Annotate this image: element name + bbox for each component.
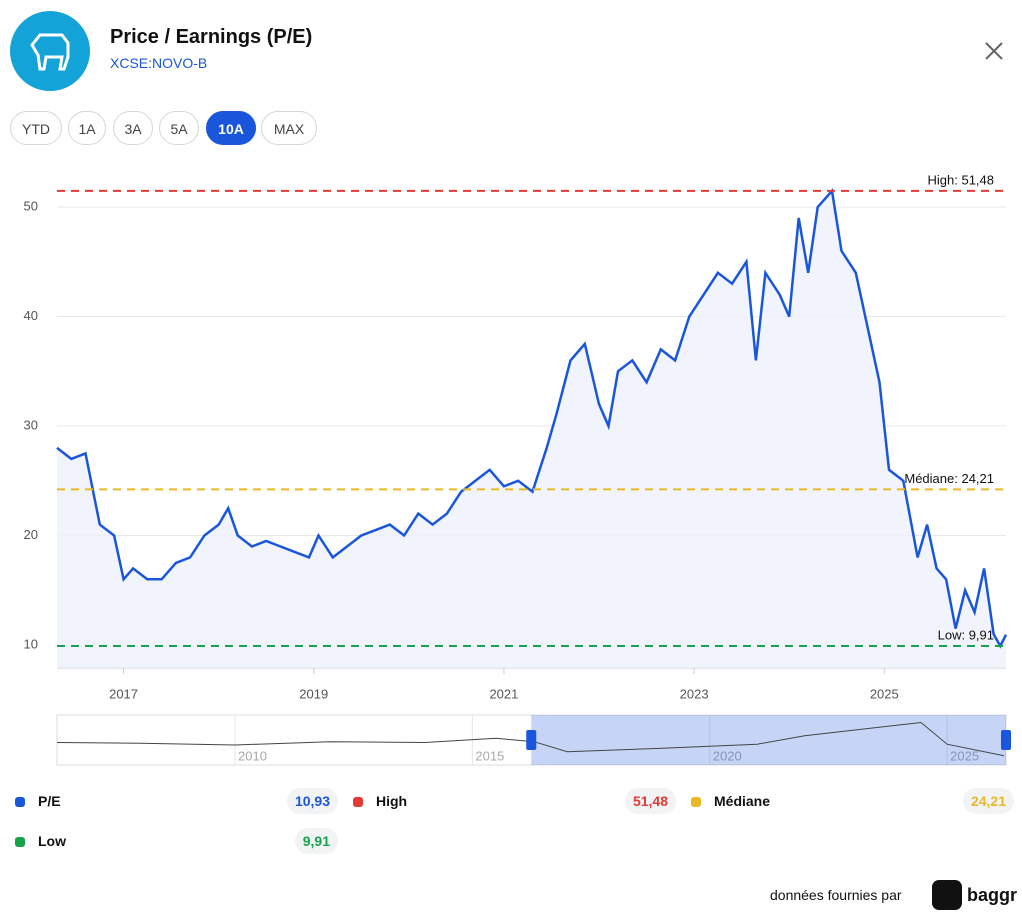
legend-swatch (15, 837, 25, 847)
legend-swatch (15, 797, 25, 807)
range-button[interactable]: 3A (113, 111, 153, 145)
legend-name: High (376, 793, 408, 809)
reference-label: Médiane: 24,21 (904, 471, 994, 486)
x-tick-label: 2025 (870, 686, 899, 701)
subtitle: XCSE:NOVO-B (110, 55, 208, 71)
title: Price / Earnings (P/E) (110, 26, 313, 48)
y-tick-label: 30 (24, 417, 38, 432)
navigator-selection (531, 715, 1006, 765)
logo (10, 11, 90, 91)
range-button[interactable]: MAX (261, 111, 317, 145)
legend-swatch (691, 797, 701, 807)
navigator-tick-label: 2025 (950, 748, 979, 763)
legend-name: P/E (38, 793, 61, 809)
navigator-line (56, 721, 1005, 757)
brand: baggr (967, 885, 1018, 905)
y-tick-label: 20 (24, 527, 38, 542)
legend-value: 9,91 (294, 828, 338, 854)
x-tick-label: 2021 (489, 686, 518, 701)
y-tick-label: 10 (24, 636, 38, 651)
navigator-handle (526, 730, 537, 750)
x-tick-label: 2023 (680, 686, 709, 701)
x-tick-label: 2019 (299, 686, 328, 701)
y-tick-label: 40 (24, 308, 38, 323)
reference-label: High: 51,48 (928, 172, 995, 187)
legend-value: 51,48 (624, 788, 676, 814)
x-tick-label: 2017 (109, 686, 138, 701)
legend-swatch (353, 797, 363, 807)
reference-label: Low: 9,91 (938, 627, 994, 642)
navigator-handle (1001, 730, 1011, 750)
navigator-tick-label: 2020 (713, 748, 742, 763)
close-button[interactable] (984, 41, 1004, 61)
legend-value: 24,21 (962, 788, 1014, 814)
y-tick-label: 50 (24, 199, 38, 214)
brand-icon (932, 880, 962, 910)
area (57, 190, 1006, 668)
navigator-tick-label: 2010 (238, 748, 267, 763)
legend-name: Médiane (714, 793, 771, 809)
range-button[interactable]: 5A (159, 111, 199, 145)
range-button[interactable]: 1A (68, 111, 106, 145)
legend-name: Low (38, 833, 66, 849)
line (56, 188, 1008, 649)
range-button[interactable]: 10A (206, 111, 256, 145)
range-button[interactable]: YTD (10, 111, 62, 145)
legend-value: 10,93 (286, 788, 338, 814)
chart: 10 20 30 40 50 2017 2019 2021 2023 2025 High: 51,4… (24, 172, 1011, 766)
footer-text: données fournies par (770, 887, 902, 903)
navigator-tick-label: 2015 (475, 748, 504, 763)
